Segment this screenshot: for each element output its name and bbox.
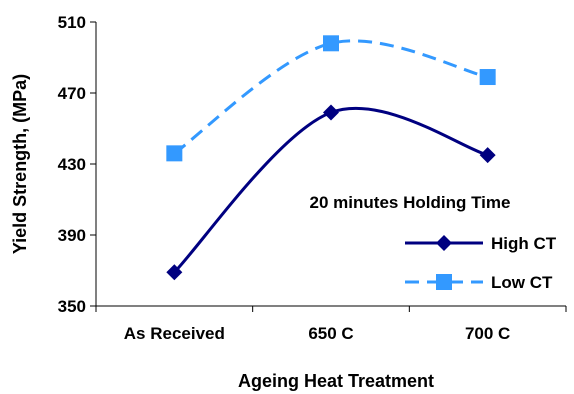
legend-swatch-marker [436, 274, 452, 290]
data-point-marker [323, 104, 339, 121]
x-tick-labels: As Received 650 C 700 C [124, 324, 511, 343]
x-tick-label: As Received [124, 324, 225, 343]
holding-time-annotation: 20 minutes Holding Time [310, 193, 511, 212]
legend-label: High CT [491, 234, 557, 253]
x-tick-label: 650 C [308, 324, 353, 343]
y-tick-labels: 350 390 430 470 510 [58, 13, 86, 316]
series-low-ct [166, 35, 496, 162]
legend-swatch-marker [436, 235, 452, 251]
x-tick-label: 700 C [465, 324, 510, 343]
data-point-marker [479, 147, 496, 164]
axes [90, 21, 567, 312]
data-point-marker [166, 264, 183, 281]
data-point-marker [166, 145, 183, 162]
series-line [173, 106, 489, 274]
y-tick-label: 510 [58, 13, 86, 32]
y-tick-label: 470 [58, 84, 86, 103]
legend: High CT Low CT [405, 234, 557, 292]
data-point-marker [479, 69, 496, 86]
y-tick-label: 430 [58, 155, 86, 174]
legend-label: Low CT [491, 273, 553, 292]
series-high-ct [166, 104, 496, 281]
legend-item: High CT [405, 234, 557, 253]
y-axis-title: Yield Strength, (MPa) [10, 74, 30, 254]
y-tick-label: 390 [58, 226, 86, 245]
y-tick-label: 350 [58, 297, 86, 316]
series-layer [166, 35, 496, 281]
data-point-marker [323, 35, 339, 52]
series-line [173, 39, 488, 155]
x-axis-title: Ageing Heat Treatment [238, 371, 434, 391]
legend-item: Low CT [405, 273, 553, 292]
